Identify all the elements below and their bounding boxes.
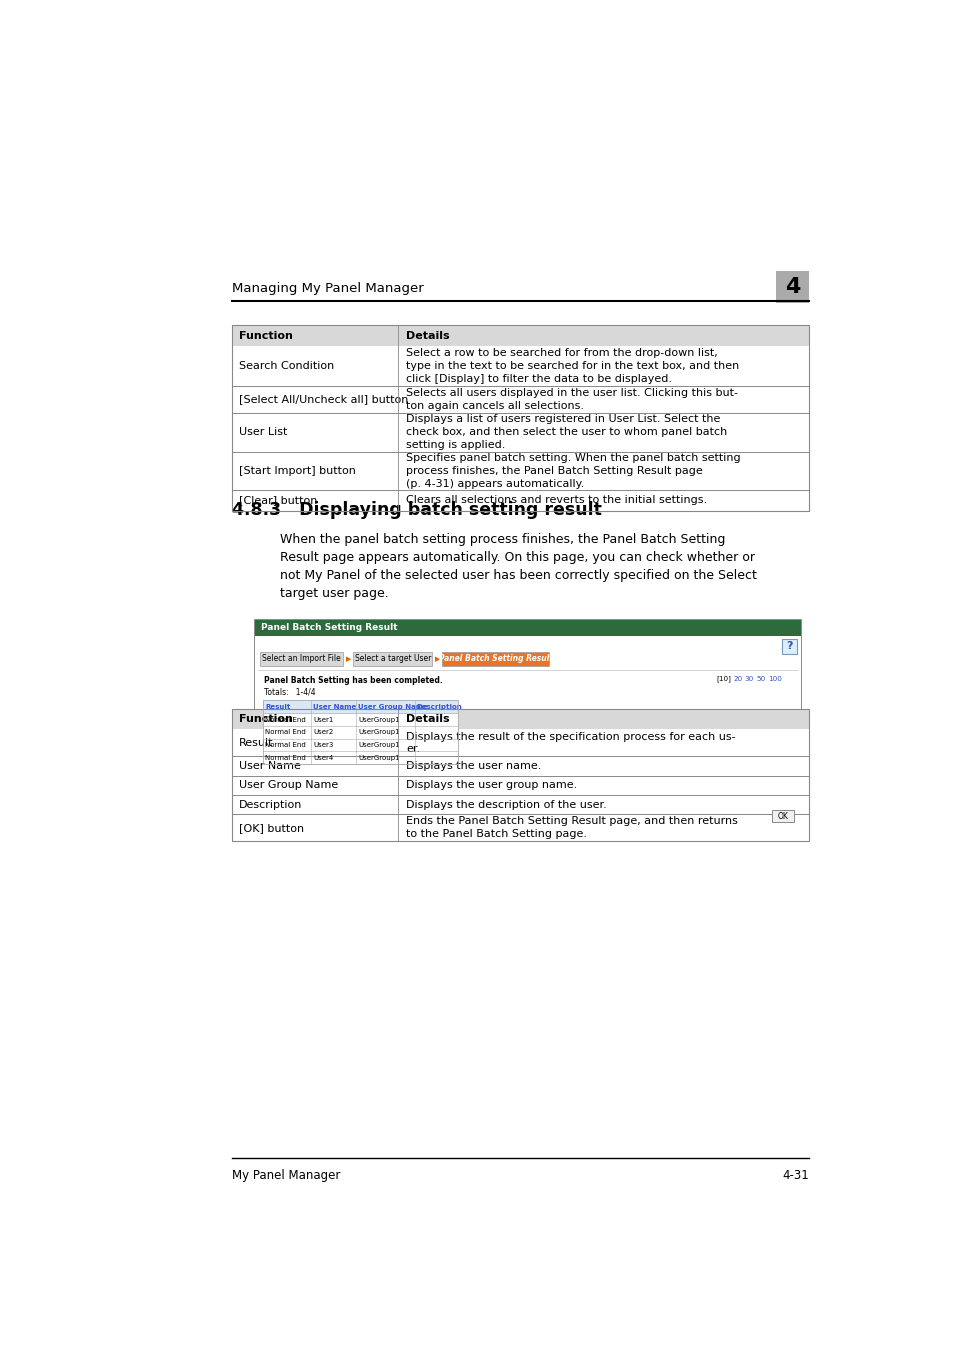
Bar <box>232 325 808 510</box>
Text: [Start Import] button: [Start Import] button <box>239 466 355 475</box>
Text: UserGroup1: UserGroup1 <box>357 729 399 736</box>
Text: Panel Batch Setting Result: Panel Batch Setting Result <box>261 624 397 632</box>
Bar <box>232 709 808 841</box>
Text: 20: 20 <box>732 675 741 682</box>
Text: Normal End: Normal End <box>265 717 305 722</box>
Bar <box>232 776 808 795</box>
Text: ?: ? <box>785 641 792 651</box>
Text: Result: Result <box>239 738 274 748</box>
Text: User List: User List <box>239 427 288 437</box>
Text: Description: Description <box>416 703 462 710</box>
Text: 4.8.3   Displaying batch setting result: 4.8.3 Displaying batch setting result <box>232 501 601 518</box>
Text: [10]: [10] <box>716 675 730 682</box>
Text: Clears all selections and reverts to the initial settings.: Clears all selections and reverts to the… <box>406 495 706 505</box>
Bar <box>232 386 808 413</box>
Text: Displays the result of the specification process for each us-
er.: Displays the result of the specification… <box>406 732 735 755</box>
Bar <box>254 636 801 830</box>
Text: User1: User1 <box>313 717 333 722</box>
Text: Function: Function <box>239 714 293 724</box>
Text: User2: User2 <box>313 729 333 736</box>
Bar <box>259 652 343 666</box>
Text: Selects all users displayed in the user list. Clicking this but-
ton again cance: Selects all users displayed in the user … <box>406 389 738 410</box>
Text: [Select All/Uncheck all] button: [Select All/Uncheck all] button <box>239 394 408 405</box>
Text: Specifies panel batch setting. When the panel batch setting
process finishes, th: Specifies panel batch setting. When the … <box>406 454 740 489</box>
Text: Normal End: Normal End <box>265 755 305 761</box>
Bar <box>232 451 808 490</box>
Bar <box>254 620 801 636</box>
Bar <box>771 810 793 822</box>
Text: 4-31: 4-31 <box>781 1169 808 1183</box>
Bar <box>254 620 801 830</box>
Text: Select a row to be searched for from the drop-down list,
type in the text to be : Select a row to be searched for from the… <box>406 348 739 383</box>
Text: Displays the description of the user.: Displays the description of the user. <box>406 799 606 810</box>
Bar <box>781 639 797 653</box>
Bar <box>232 729 808 756</box>
Text: [Clear] button: [Clear] button <box>239 495 317 505</box>
Bar <box>232 709 808 729</box>
Bar <box>232 795 808 814</box>
Text: Description: Description <box>239 799 302 810</box>
Bar <box>262 738 457 752</box>
Bar <box>232 490 808 510</box>
Text: 50: 50 <box>756 675 764 682</box>
Text: User Name: User Name <box>239 761 301 771</box>
Text: Panel Batch Setting has been completed.: Panel Batch Setting has been completed. <box>264 675 442 684</box>
Bar <box>232 814 808 841</box>
Bar <box>232 413 808 451</box>
Text: Panel Batch Setting Result: Panel Batch Setting Result <box>438 655 552 663</box>
Text: My Panel Manager: My Panel Manager <box>232 1169 339 1183</box>
Text: 100: 100 <box>767 675 781 682</box>
Text: Result: Result <box>265 703 290 710</box>
Bar <box>262 701 457 713</box>
Bar <box>262 713 457 726</box>
Text: Function: Function <box>239 331 293 340</box>
Text: Totals:   1-4/4: Totals: 1-4/4 <box>264 687 315 697</box>
Text: Normal End: Normal End <box>265 743 305 748</box>
Text: When the panel batch setting process finishes, the Panel Batch Setting
Result pa: When the panel batch setting process fin… <box>279 533 756 601</box>
Bar <box>442 652 549 666</box>
Text: Managing My Panel Manager: Managing My Panel Manager <box>232 282 423 296</box>
Bar <box>232 325 808 346</box>
Text: UserGroup1: UserGroup1 <box>357 717 399 722</box>
Bar <box>232 346 808 386</box>
Text: ▶: ▶ <box>435 656 440 662</box>
Text: Search Condition: Search Condition <box>239 360 335 371</box>
Bar <box>262 752 457 764</box>
Text: 30: 30 <box>744 675 753 682</box>
Text: Details: Details <box>406 331 449 340</box>
Text: User Group Name: User Group Name <box>239 780 338 790</box>
Text: OK: OK <box>777 811 787 821</box>
Text: Normal End: Normal End <box>265 729 305 736</box>
Text: Displays the user name.: Displays the user name. <box>406 761 540 771</box>
Text: User Group Name: User Group Name <box>357 703 427 710</box>
Text: 4: 4 <box>784 277 800 297</box>
Bar <box>232 756 808 776</box>
Bar <box>262 726 457 738</box>
Text: ▶: ▶ <box>346 656 352 662</box>
Text: Details: Details <box>406 714 449 724</box>
Text: Displays the user group name.: Displays the user group name. <box>406 780 577 790</box>
Bar <box>776 270 808 302</box>
Text: Select an Import File: Select an Import File <box>262 655 340 663</box>
Text: Select a target User: Select a target User <box>355 655 431 663</box>
Text: User4: User4 <box>313 755 333 761</box>
Bar <box>353 652 432 666</box>
Text: Displays a list of users registered in User List. Select the
check box, and then: Displays a list of users registered in U… <box>406 414 726 450</box>
Text: [OK] button: [OK] button <box>239 822 304 833</box>
Text: User3: User3 <box>313 743 333 748</box>
Text: UserGroup1: UserGroup1 <box>357 743 399 748</box>
Text: UserGroup1: UserGroup1 <box>357 755 399 761</box>
Text: User Name: User Name <box>313 703 355 710</box>
Bar <box>262 701 457 764</box>
Text: Ends the Panel Batch Setting Result page, and then returns
to the Panel Batch Se: Ends the Panel Batch Setting Result page… <box>406 817 737 840</box>
